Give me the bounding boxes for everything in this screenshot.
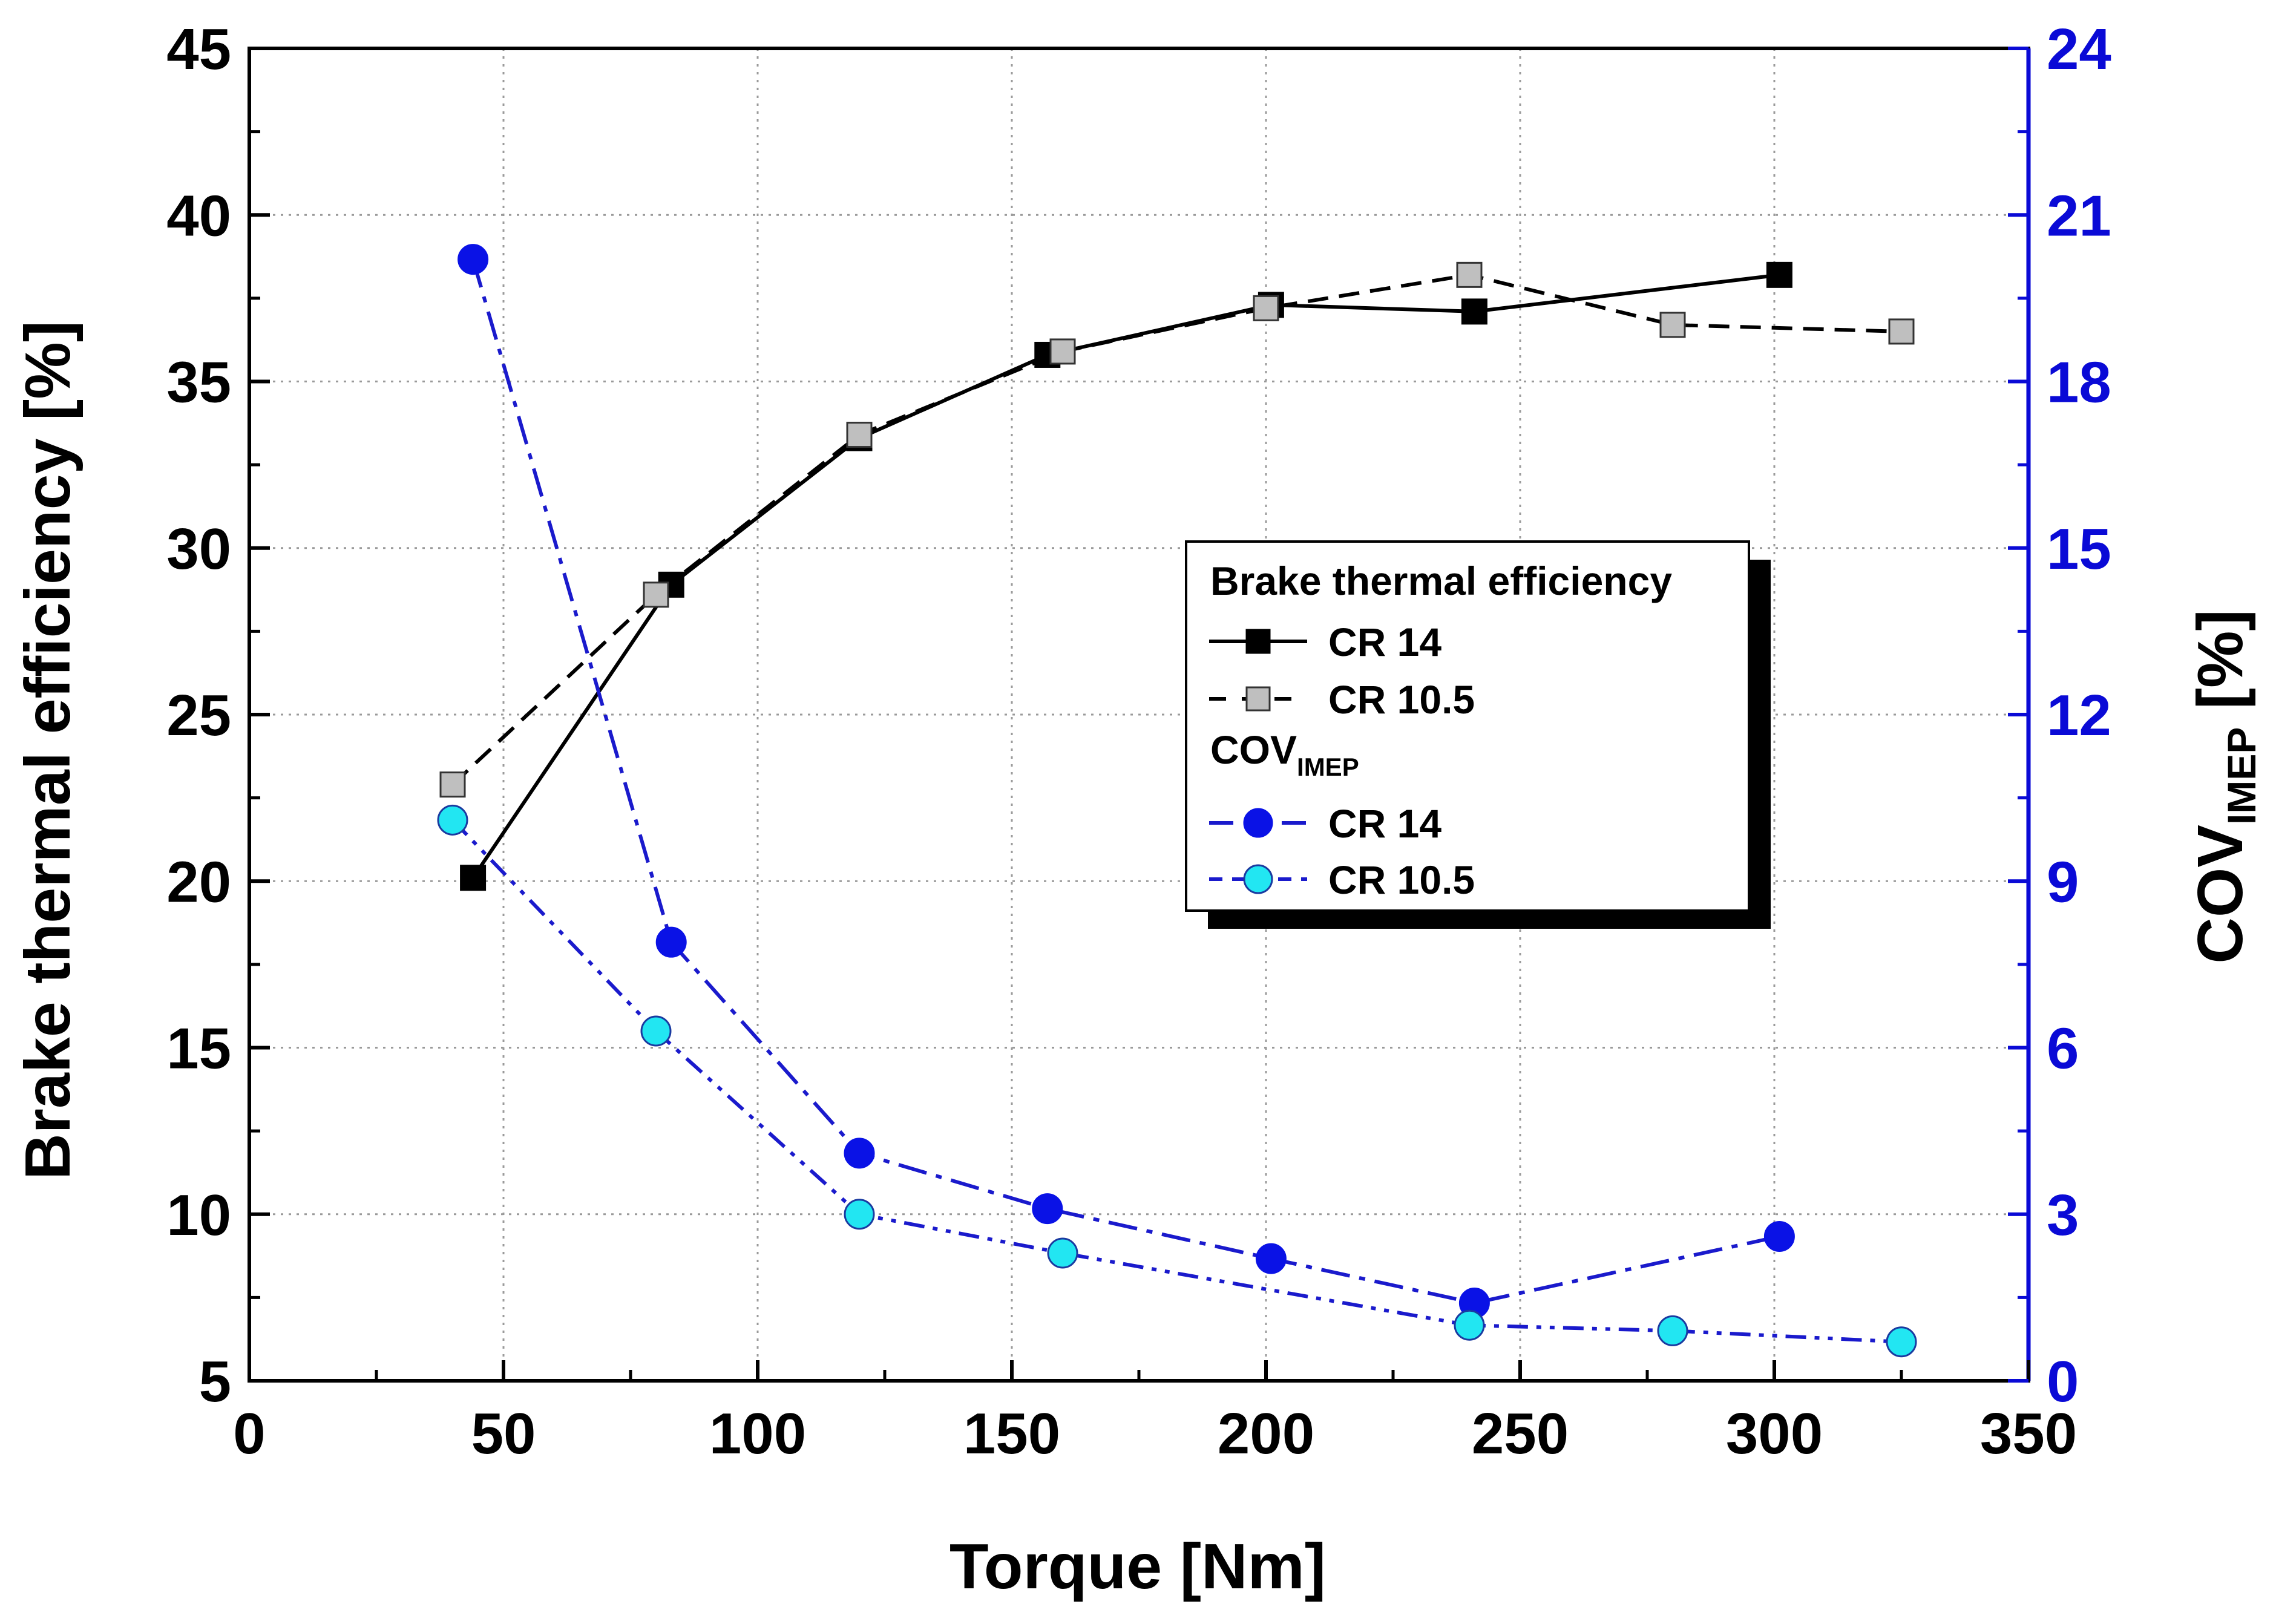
- data-point-bte-cr10-5: [1659, 312, 1686, 338]
- data-point-bte-cr14: [1766, 261, 1792, 288]
- data-point-bte-cr10-5: [1253, 295, 1279, 321]
- data-point-cov-cr14: [1032, 1193, 1063, 1225]
- x-tick-label: 100: [709, 1401, 806, 1466]
- x-tick-label: 50: [471, 1401, 536, 1466]
- data-point-bte-cr14: [1461, 298, 1487, 325]
- legend-label-bte-cr10-5: CR 10.5: [1328, 677, 1475, 722]
- y-tick-label: 45: [166, 17, 231, 82]
- data-point-cov-cr14: [655, 926, 687, 958]
- y-right-tick-label: 12: [2047, 683, 2111, 748]
- data-point-bte-cr10-5: [1049, 338, 1076, 365]
- series-cov-cr10-5: [437, 804, 1917, 1358]
- y-tick-label: 15: [166, 1017, 231, 1081]
- y-right-tick-label: 0: [2047, 1349, 2079, 1414]
- y-tick-label: 5: [199, 1349, 231, 1414]
- series-bte-cr10-5: [439, 261, 1915, 798]
- y-tick-label: 30: [166, 517, 231, 581]
- legend-entry-bte-cr14: CR 14: [1209, 620, 1441, 664]
- y-tick-label: 35: [166, 350, 231, 415]
- y-right-tick-label: 18: [2047, 350, 2111, 415]
- data-point-bte-cr10-5: [1888, 318, 1915, 345]
- legend-entry-cov-cr14: CR 14: [1209, 801, 1441, 846]
- y-tick-label: 40: [166, 183, 231, 248]
- legend-box: [1185, 540, 1750, 912]
- x-tick-label: 150: [963, 1401, 1060, 1466]
- legend-marker-bte-cr14: [1245, 629, 1271, 654]
- data-point-cov-cr10-5: [437, 804, 468, 836]
- data-point-cov-cr10-5: [1886, 1326, 1917, 1358]
- grid-lines: [249, 48, 2028, 1381]
- y-axis-title: Brake thermal efficiency [%]: [12, 321, 84, 1180]
- data-point-cov-cr14: [1763, 1220, 1795, 1252]
- legend-marker-bte-cr10-5: [1245, 686, 1271, 712]
- x-axis-ticks: 0 50 100 150 200 250 300 350: [233, 1360, 2077, 1466]
- x-tick-label: 300: [1726, 1401, 1823, 1466]
- data-point-cov-cr10-5: [844, 1199, 875, 1230]
- legend-title-cov-main: COV: [1210, 727, 1297, 772]
- y-right-tick-label: 21: [2047, 183, 2111, 248]
- y-right-tick-label: 15: [2047, 517, 2111, 581]
- y-tick-label: 25: [166, 683, 231, 748]
- legend-label-cov-cr14: CR 14: [1328, 801, 1441, 846]
- x-axis-title: Torque [Nm]: [949, 1531, 1326, 1602]
- legend-entry-bte-cr10-5: CR 10.5: [1209, 677, 1475, 722]
- legend-label-bte-cr14: CR 14: [1328, 620, 1441, 664]
- y-axis-right-title-suffix: [%]: [2185, 609, 2256, 727]
- data-point-cov-cr10-5: [1454, 1309, 1485, 1341]
- data-point-bte-cr10-5: [643, 581, 669, 608]
- y-tick-label: 20: [166, 850, 231, 914]
- y-axis-right-ticks: 0 3 6 9 12 15 18 21 24: [2008, 17, 2111, 1414]
- series-line-bte-cr10-5: [451, 273, 1902, 786]
- legend-marker-cov-cr10-5: [1243, 864, 1273, 894]
- legend-marker-cov-cr14: [1243, 808, 1273, 838]
- legend-title-cov: COVIMEP: [1210, 727, 1359, 781]
- series-layer: [437, 244, 1917, 1358]
- y-axis-right-title: COVIMEP [%]: [2185, 609, 2264, 963]
- y-right-tick-label: 3: [2047, 1183, 2079, 1248]
- data-point-cov-cr10-5: [1657, 1315, 1688, 1346]
- y-right-tick-label: 6: [2047, 1017, 2079, 1081]
- y-axis-ticks: 5 10 15 20 25 30 35 40 45: [166, 17, 270, 1414]
- x-tick-label: 250: [1472, 1401, 1569, 1466]
- y-axis-right-title-sub: IMEP: [2219, 727, 2264, 825]
- legend-entries: CR 14 CR 10.5 CR 14 CR 10.5: [1209, 620, 1475, 902]
- data-point-bte-cr10-5: [1456, 261, 1483, 288]
- data-point-bte-cr10-5: [439, 771, 466, 798]
- data-point-cov-cr10-5: [640, 1015, 672, 1047]
- legend-title-bte: Brake thermal efficiency: [1210, 558, 1672, 603]
- legend-entry-cov-cr10-5: CR 10.5: [1209, 857, 1475, 902]
- data-point-bte-cr10-5: [846, 422, 873, 448]
- y-right-tick-label: 9: [2047, 850, 2079, 914]
- data-point-bte-cr14: [460, 865, 487, 891]
- data-point-cov-cr14: [457, 244, 489, 275]
- x-tick-label: 200: [1218, 1401, 1314, 1466]
- x-tick-label: 350: [1980, 1401, 2077, 1466]
- y-right-tick-label: 24: [2047, 17, 2111, 82]
- data-point-cov-cr10-5: [1047, 1237, 1078, 1269]
- y-axis-right-title-main: COV: [2185, 825, 2256, 964]
- data-point-cov-cr14: [1255, 1243, 1287, 1274]
- y-tick-label: 10: [166, 1183, 231, 1248]
- legend-label-cov-cr10-5: CR 10.5: [1328, 857, 1475, 902]
- data-point-cov-cr14: [844, 1138, 875, 1169]
- legend-title-cov-sub: IMEP: [1297, 753, 1359, 781]
- x-tick-label: 0: [233, 1401, 265, 1466]
